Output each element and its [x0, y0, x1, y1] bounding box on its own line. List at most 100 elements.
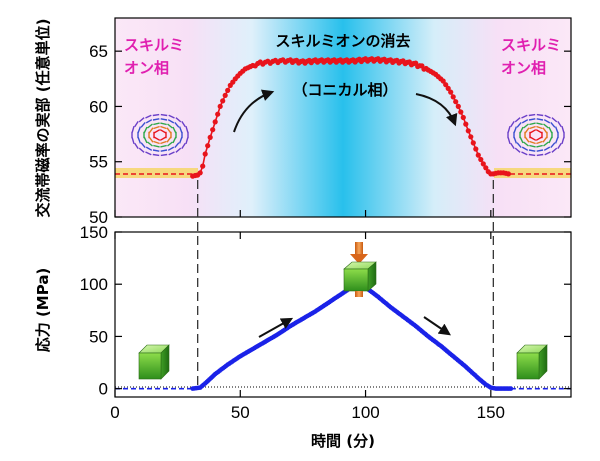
skyrmion-spin-arrow: [536, 122, 543, 126]
bottom-y-tick-label: 50: [89, 327, 108, 346]
right-phase-label-line1: スキルミ: [501, 36, 561, 54]
skyrmion-spin-arrow: [153, 136, 161, 141]
top-y-tick-label: 65: [89, 42, 108, 61]
unstressed-cube-left-icon: [138, 344, 170, 380]
skyrmion-spin-arrow: [131, 126, 135, 133]
skyrmion-spin-arrow: [551, 147, 558, 153]
skyrmion-spin-arrow: [507, 126, 511, 133]
skyrmion-spin-arrow: [175, 147, 182, 153]
skyrmion-spin-arrow: [167, 146, 175, 151]
skyrmion-spin-arrow: [137, 137, 142, 144]
top-data-point: [460, 114, 466, 121]
skyrmion-spin-arrow: [536, 118, 544, 121]
skyrmion-spin-arrow: [166, 127, 172, 134]
skyrmion-spin-arrow: [138, 117, 145, 123]
compressed-cube-icon: [343, 242, 377, 297]
top-data-point: [448, 89, 454, 95]
skyrmion-spin-arrow: [521, 151, 528, 156]
skyrmion-spin-arrow: [542, 136, 548, 143]
skyrmion-spin-arrow: [145, 146, 153, 151]
skyrmion-spin-arrow: [143, 126, 148, 134]
skyrmion-spin-arrow: [140, 142, 146, 149]
skyrmion-spin-arrow: [167, 141, 173, 147]
skyrmion-spin-arrow: [557, 142, 562, 149]
left-skyrmion-illustration: [131, 113, 189, 157]
x-axis-label: 時間 (分): [311, 432, 375, 450]
top-y-tick-label: 60: [89, 97, 108, 116]
skyrmion-spin-arrow: [147, 141, 153, 147]
top-data-point: [473, 146, 479, 152]
top-panel: スキルミ オン相 スキルミ オン相 スキルミオンの消去 （コニカル相） 50 55…: [34, 17, 572, 227]
top-data-point: [222, 92, 228, 98]
bottom-y-axis: 0 50 100 150: [80, 223, 571, 399]
skyrmion-spin-arrow: [543, 119, 551, 124]
left-phase-label-line1: スキルミ: [124, 36, 184, 54]
top-data-point: [453, 99, 459, 105]
bottom-plot-frame: [114, 231, 572, 398]
top-data-point: [463, 121, 469, 127]
skyrmion-spin-arrow: [543, 141, 549, 147]
skyrmion-spin-arrow: [174, 142, 180, 149]
skyrmion-spin-arrow: [561, 137, 565, 144]
top-data-point: [210, 127, 216, 133]
bottom-panel: 0 50 100 150 0 50 100 150 応力 (MPa) 時間 (分): [34, 210, 572, 450]
skyrmion-spin-arrow: [536, 144, 543, 148]
x-tick-label: 100: [351, 403, 379, 422]
skyrmion-spin-arrow: [178, 137, 183, 144]
left-phase-label-line2: オン相: [124, 59, 169, 77]
top-data-point: [440, 78, 446, 84]
skyrmion-spin-arrow: [535, 129, 543, 134]
top-y-axis: 50 55 60 65: [89, 42, 571, 227]
skyrmion-spin-arrow: [160, 140, 167, 145]
skyrmion-spin-arrow: [148, 127, 154, 134]
skyrmion-spin-arrow: [529, 129, 537, 134]
top-data-point: [475, 152, 481, 158]
skyrmion-spin-arrow: [152, 113, 160, 117]
skyrmion-spin-arrow: [544, 151, 551, 156]
skyrmion-spin-arrow: [145, 119, 153, 124]
skyrmion-spin-arrow: [524, 127, 530, 134]
skyrmion-spin-arrow: [543, 146, 551, 151]
bottom-y-tick-label: 100: [80, 275, 108, 294]
skyrmion-spin-arrow: [153, 144, 160, 148]
top-data-point: [443, 82, 449, 88]
skyrmion-spin-arrow: [507, 137, 511, 144]
skyrmion-spin-arrow: [147, 123, 153, 129]
skyrmion-spin-arrow: [137, 126, 142, 133]
skyrmion-spin-arrow: [510, 121, 515, 128]
skyrmion-spin-arrow: [544, 114, 551, 119]
skyrmion-spin-arrow: [160, 122, 167, 126]
bottom-y-tick-label: 0: [99, 380, 108, 399]
skyrmion-spin-arrow: [138, 147, 145, 153]
top-y-tick-label: 50: [89, 208, 108, 227]
skyrmion-spin-arrow: [529, 125, 536, 130]
top-data-point: [202, 151, 208, 157]
top-data-point: [215, 111, 221, 117]
skyrmion-spin-arrow: [554, 126, 559, 133]
top-data-point: [220, 98, 226, 104]
top-plot-frame: [114, 17, 572, 218]
skyrmion-spin-arrow: [529, 122, 536, 126]
skyrmion-spin-arrow: [153, 129, 161, 134]
top-data-point: [200, 163, 206, 169]
right-reference-band: [494, 168, 571, 178]
skyrmion-spin-arrow: [529, 140, 536, 145]
skyrmion-spin-arrow: [167, 119, 175, 124]
skyrmion-spin-arrow: [152, 153, 160, 157]
skyrmion-spin-arrow: [551, 117, 558, 123]
skyrmion-spin-arrow: [185, 137, 189, 144]
top-data-point: [225, 87, 231, 93]
skyrmion-spin-arrow: [159, 136, 167, 141]
load-increase-arrow: [258, 317, 294, 338]
skyrmion-spin-arrow: [152, 118, 160, 121]
skyrmion-spin-arrow: [528, 118, 536, 121]
skyrmion-spin-arrow: [521, 119, 529, 124]
skyrmion-spin-arrow: [550, 121, 556, 128]
skyrmion-spin-arrow: [145, 114, 152, 119]
skyrmion-spin-arrow: [528, 113, 536, 117]
skyrmion-spin-arrow: [550, 142, 556, 149]
top-data-point: [445, 85, 451, 91]
skyrmion-spin-arrow: [168, 151, 175, 156]
skyrmion-spin-arrow: [536, 125, 543, 130]
skyrmion-spin-arrow: [516, 121, 522, 128]
